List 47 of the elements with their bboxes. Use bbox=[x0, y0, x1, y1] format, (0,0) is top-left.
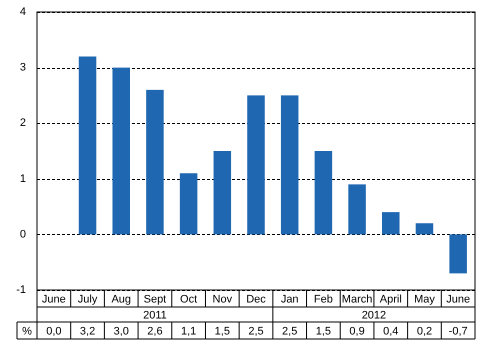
y-tick-label: 2 bbox=[20, 117, 26, 130]
bar bbox=[449, 234, 467, 274]
y-axis-title: % bbox=[22, 326, 32, 338]
y-tick-label: 1 bbox=[20, 172, 26, 185]
bar bbox=[112, 68, 130, 234]
y-tick-label: 4 bbox=[20, 6, 26, 18]
bar bbox=[78, 56, 96, 234]
x-tick-label: Jan bbox=[280, 294, 299, 306]
data-label: 1,5 bbox=[316, 326, 332, 338]
data-label: 0,9 bbox=[349, 326, 365, 338]
bar bbox=[314, 151, 332, 234]
bar bbox=[180, 173, 198, 234]
bar bbox=[382, 212, 400, 234]
x-tick-label: Feb bbox=[314, 294, 333, 306]
bar bbox=[348, 184, 366, 234]
text: 2012 bbox=[362, 310, 386, 322]
data-label: 3,0 bbox=[114, 326, 129, 338]
x-tick-label: March bbox=[342, 294, 372, 306]
data-label: 1,5 bbox=[214, 326, 230, 338]
x-tick-label: Oct bbox=[180, 294, 198, 306]
bar bbox=[280, 95, 298, 234]
bar bbox=[146, 90, 164, 234]
x-tick-label: Nov bbox=[212, 294, 233, 306]
x-tick-label: June bbox=[42, 294, 66, 306]
x-tick-label: Aug bbox=[111, 294, 132, 306]
y-tick-label: -1 bbox=[16, 284, 26, 296]
x-tick-label: April bbox=[380, 294, 402, 306]
bar bbox=[214, 151, 232, 234]
bar bbox=[247, 95, 265, 234]
data-label: 3,2 bbox=[80, 326, 96, 338]
data-label: 2,6 bbox=[147, 326, 163, 338]
text: 2011 bbox=[143, 310, 167, 322]
x-tick-label: June bbox=[446, 294, 470, 306]
bar bbox=[416, 223, 434, 234]
data-label: 0,2 bbox=[416, 326, 432, 338]
y-tick-label: 3 bbox=[20, 62, 26, 74]
x-tick-label: July bbox=[78, 294, 98, 306]
data-label: 0,0 bbox=[46, 326, 62, 338]
y-tick-label: 0 bbox=[20, 228, 26, 240]
data-label: 1,1 bbox=[180, 326, 196, 338]
data-label: 2,5 bbox=[282, 326, 298, 338]
data-label: -0,7 bbox=[448, 326, 468, 338]
data-label: 2,5 bbox=[248, 326, 264, 338]
x-tick-label: May bbox=[414, 294, 436, 306]
x-tick-label: Sept bbox=[144, 294, 166, 306]
data-label: 0,4 bbox=[383, 326, 398, 338]
x-tick-label: Dec bbox=[246, 294, 266, 306]
